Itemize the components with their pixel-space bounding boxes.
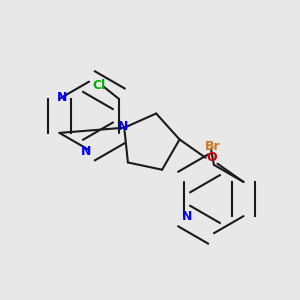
- Text: O: O: [206, 151, 217, 164]
- Text: Cl: Cl: [93, 79, 106, 92]
- Text: N: N: [57, 91, 68, 104]
- Text: Br: Br: [205, 140, 220, 153]
- Text: N: N: [81, 145, 91, 158]
- Text: N: N: [182, 210, 193, 223]
- Text: N: N: [118, 120, 128, 133]
